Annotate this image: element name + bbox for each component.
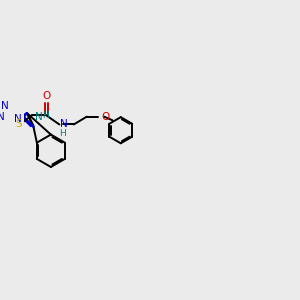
Text: N: N — [60, 119, 68, 129]
Text: N: N — [35, 112, 43, 122]
Text: N: N — [0, 112, 5, 122]
Text: N: N — [1, 101, 9, 111]
Text: O: O — [101, 112, 109, 122]
Text: S: S — [16, 119, 22, 130]
Text: H: H — [60, 129, 66, 138]
Text: O: O — [42, 91, 50, 101]
Text: H: H — [42, 111, 49, 120]
Text: N: N — [14, 114, 22, 124]
